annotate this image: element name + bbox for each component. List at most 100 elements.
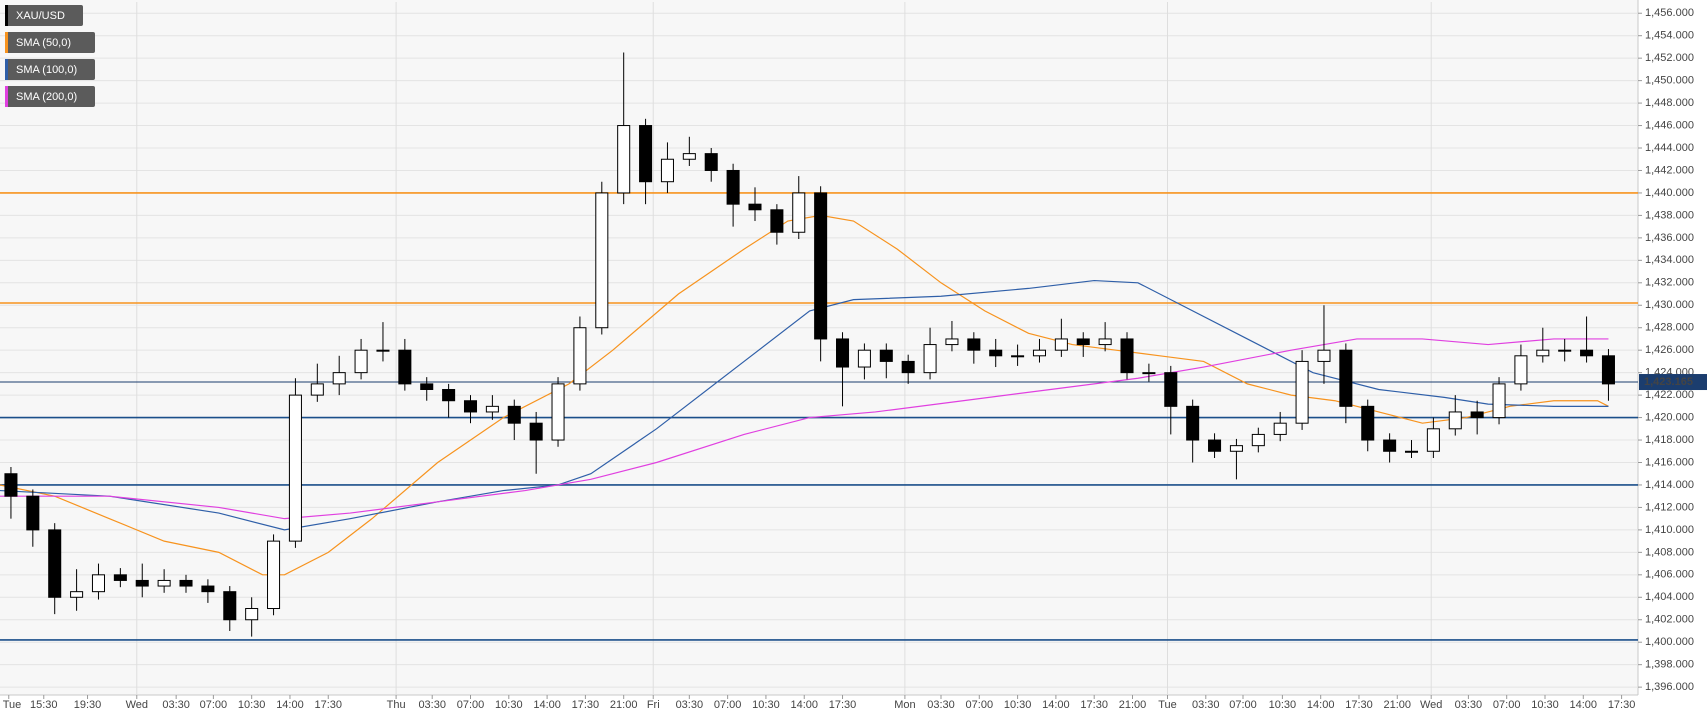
candle-body — [48, 529, 62, 598]
x-tick-label: 17:30 — [829, 699, 857, 711]
x-tick-label: 03:30 — [927, 699, 955, 711]
candle-body — [814, 192, 828, 340]
y-tick-label: 1,430.000 — [1645, 299, 1694, 311]
x-tick-label: Fri — [647, 699, 660, 711]
candle-body — [179, 579, 193, 587]
candle-body — [945, 338, 959, 346]
y-tick-label: 1,446.000 — [1645, 119, 1694, 131]
y-tick-label: 1,434.000 — [1645, 254, 1694, 266]
x-tick-label: 14:00 — [276, 699, 304, 711]
x-tick-label: 03:30 — [1192, 699, 1220, 711]
legend-swatch — [5, 32, 8, 53]
candle-body — [989, 349, 1003, 357]
x-tick-label: 07:00 — [966, 699, 994, 711]
x-tick-label: Tue — [3, 699, 22, 711]
candle-body — [1426, 428, 1440, 452]
candle-body — [1492, 383, 1506, 419]
x-tick-label: 07:00 — [714, 699, 742, 711]
legend-swatch — [5, 86, 8, 107]
candle-body — [1536, 349, 1550, 357]
candle-body — [310, 383, 324, 396]
y-tick-label: 1,410.000 — [1645, 524, 1694, 536]
x-tick-label: 14:00 — [533, 699, 561, 711]
y-tick-label: 1,398.000 — [1645, 659, 1694, 671]
candle-body — [836, 338, 850, 368]
y-tick-label: 1,440.000 — [1645, 187, 1694, 199]
y-tick-label: 1,418.000 — [1645, 434, 1694, 446]
y-tick-label: 1,412.000 — [1645, 501, 1694, 513]
candle-body — [4, 473, 18, 497]
last-price-label: 1,423.165 — [1644, 376, 1693, 388]
candle-body — [1142, 372, 1156, 375]
candle-body — [1339, 349, 1353, 407]
candle-body — [267, 540, 281, 610]
legend-label: SMA (50,0) — [16, 37, 71, 49]
candle-body — [332, 372, 346, 385]
x-tick-label: Mon — [894, 699, 915, 711]
candle-body — [1580, 349, 1594, 357]
candle-body — [770, 209, 784, 233]
candle-body — [463, 400, 478, 413]
y-tick-label: 1,448.000 — [1645, 97, 1694, 109]
candle-body — [135, 579, 149, 587]
legend-box — [5, 59, 95, 80]
x-tick-label: 14:00 — [790, 699, 818, 711]
candle-body — [551, 383, 565, 441]
candle-body — [1120, 338, 1134, 374]
candle-body — [1208, 439, 1222, 452]
x-tick-label: 07:00 — [1229, 699, 1257, 711]
candle-body — [660, 158, 674, 183]
x-tick-label: 07:00 — [1493, 699, 1521, 711]
legend-swatch — [5, 59, 8, 80]
candle-body — [748, 203, 762, 211]
x-tick-label: 03:30 — [676, 699, 704, 711]
x-tick-label: 17:30 — [314, 699, 342, 711]
candle-body — [1251, 433, 1265, 447]
x-tick-label: 21:00 — [610, 699, 638, 711]
candle-body — [923, 344, 937, 374]
x-tick-label: 03:30 — [162, 699, 190, 711]
candle-body — [639, 125, 653, 183]
candle-body — [617, 125, 631, 194]
x-tick-label: 10:30 — [1269, 699, 1297, 711]
candle-body — [1011, 355, 1025, 358]
candle-body — [157, 579, 171, 587]
y-tick-label: 1,426.000 — [1645, 344, 1694, 356]
x-tick-label: 17:30 — [572, 699, 600, 711]
candle-body — [1470, 411, 1484, 419]
candle-body — [113, 574, 127, 581]
last-price-box — [1639, 374, 1707, 391]
candle-body — [1558, 349, 1572, 352]
x-tick-label: 03:30 — [418, 699, 446, 711]
x-tick-label: 14:00 — [1307, 699, 1335, 711]
x-tick-label: 10:30 — [495, 699, 523, 711]
candle-body — [485, 405, 499, 413]
legend-label: SMA (100,0) — [16, 64, 77, 76]
y-tick-label: 1,452.000 — [1645, 52, 1694, 64]
candle-body — [1098, 338, 1112, 346]
y-tick-label: 1,454.000 — [1645, 30, 1694, 42]
legend-box — [5, 5, 83, 26]
x-tick-label: 15:30 — [30, 699, 58, 711]
y-tick-label: 1,442.000 — [1645, 164, 1694, 176]
sma-line — [0, 279, 1609, 531]
x-tick-label: Tue — [1158, 699, 1177, 711]
x-tick-label: 14:00 — [1042, 699, 1070, 711]
x-tick-label: 10:30 — [1531, 699, 1559, 711]
y-tick-label: 1,406.000 — [1645, 569, 1694, 581]
candle-body — [398, 349, 412, 385]
candle-body — [879, 349, 893, 362]
y-tick-label: 1,438.000 — [1645, 209, 1694, 221]
x-tick-label: 19:30 — [74, 699, 102, 711]
y-tick-label: 1,422.000 — [1645, 389, 1694, 401]
y-tick-label: 1,404.000 — [1645, 591, 1694, 603]
candle-body — [1317, 349, 1331, 362]
candle-body — [1383, 439, 1397, 452]
y-tick-label: 1,444.000 — [1645, 142, 1694, 154]
candle-body — [1032, 349, 1046, 357]
candle-body — [442, 388, 456, 402]
x-tick-label: 10:30 — [752, 699, 780, 711]
candle-body — [70, 591, 84, 598]
